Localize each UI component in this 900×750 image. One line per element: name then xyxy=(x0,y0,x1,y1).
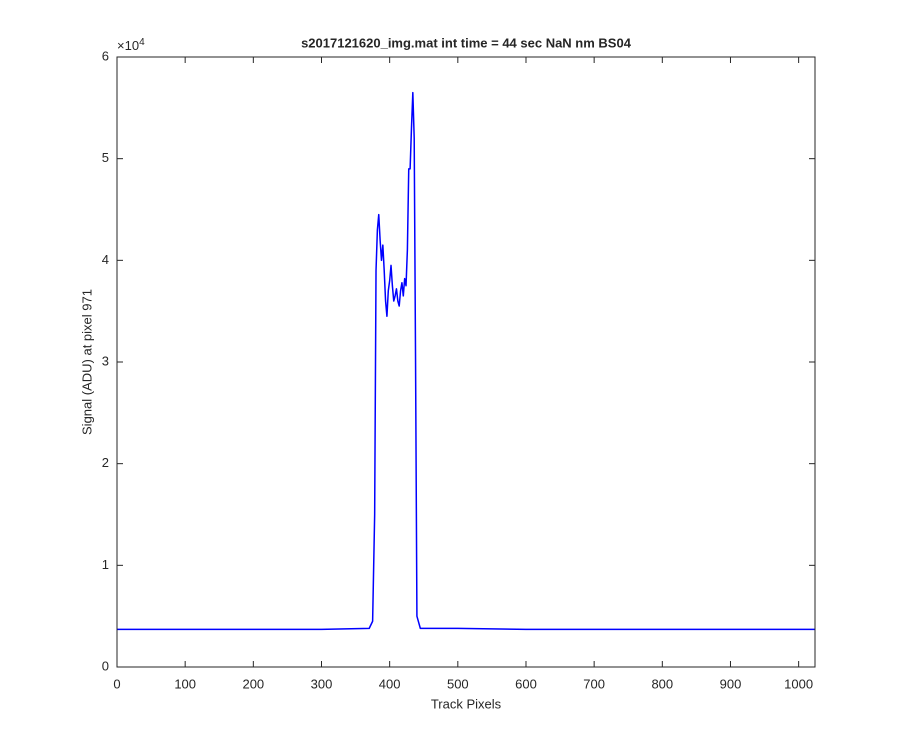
y-axis-label: Signal (ADU) at pixel 971 xyxy=(79,289,94,435)
y-tick-label: 5 xyxy=(102,150,109,165)
y-tick-label: 3 xyxy=(102,353,109,368)
x-tick-label: 600 xyxy=(515,676,537,691)
x-tick-label: 200 xyxy=(242,676,264,691)
x-tick-label: 800 xyxy=(651,676,673,691)
x-tick-label: 700 xyxy=(583,676,605,691)
x-tick-label: 300 xyxy=(311,676,333,691)
y-tick-label: 4 xyxy=(102,252,109,267)
x-tick-label: 500 xyxy=(447,676,469,691)
y-tick-label: 0 xyxy=(102,658,109,673)
x-tick-label: 0 xyxy=(113,676,120,691)
y-tick-label: 6 xyxy=(102,48,109,63)
x-tick-label: 1000 xyxy=(784,676,813,691)
axes-box xyxy=(116,56,816,668)
y-tick-label: 2 xyxy=(102,455,109,470)
y-multiplier: ×104 xyxy=(117,37,145,54)
x-tick-label: 400 xyxy=(379,676,401,691)
y-tick-label: 1 xyxy=(102,557,109,572)
data-line xyxy=(117,91,815,631)
y-multiplier-base: ×10 xyxy=(117,38,139,53)
x-tick-label: 900 xyxy=(720,676,742,691)
chart-title: s2017121620_img.mat int time = 44 sec Na… xyxy=(301,35,632,50)
plot-area xyxy=(117,57,815,667)
x-tick-label: 100 xyxy=(174,676,196,691)
x-axis-label: Track Pixels xyxy=(431,696,502,711)
y-multiplier-exponent: 4 xyxy=(139,37,145,48)
